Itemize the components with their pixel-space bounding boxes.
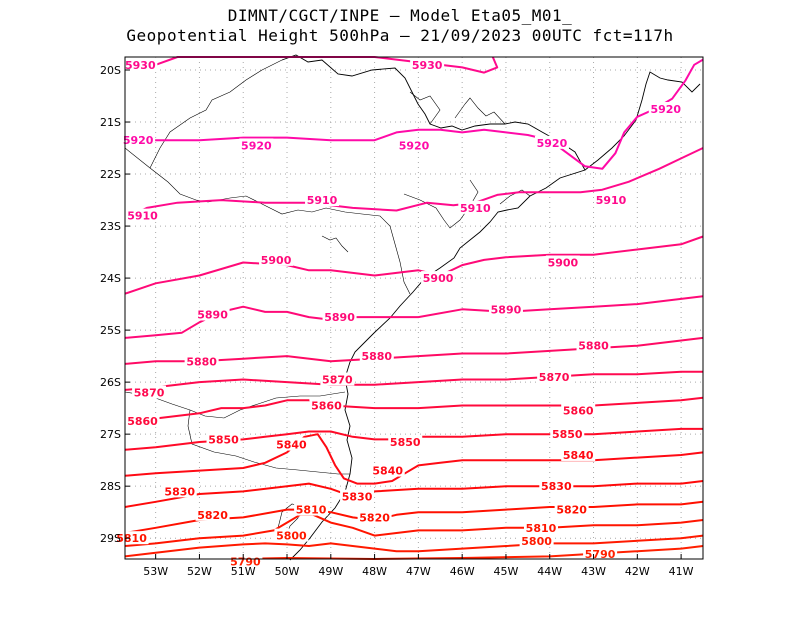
contour-label-5870: 5870 [322,374,353,387]
contour-label-5870: 5870 [539,371,570,384]
contour-label-5810: 5810 [296,504,327,517]
contour-label-5900: 5900 [261,254,292,267]
state-border-5 [410,92,505,124]
lon-tick-label: 47W [406,565,431,578]
contour-label-5840: 5840 [563,449,594,462]
contour-label-5860: 5860 [311,400,342,413]
lat-tick-label: 26S [100,376,121,389]
state-border-1 [125,148,410,294]
contour-label-5890: 5890 [197,309,228,322]
contour-5860 [125,398,703,424]
contour-label-5830: 5830 [342,491,373,504]
contour-label-5820: 5820 [556,504,587,517]
contour-label-5830: 5830 [541,480,572,493]
contour-label-5820: 5820 [359,511,390,524]
contour-label-5880: 5880 [361,350,392,363]
lat-tick-label: 21S [100,116,121,129]
lat-tick-label: 20S [100,64,121,77]
contour-label-5870: 5870 [134,387,165,400]
contour-label-5900: 5900 [548,256,579,269]
lon-tick-label: 41W [669,565,694,578]
lon-tick-label: 50W [275,565,300,578]
lat-tick-label: 28S [100,480,121,493]
contour-5830 [125,481,703,507]
lon-tick-label: 49W [318,565,343,578]
contour-label-5920: 5920 [241,139,272,152]
contour-label-5840: 5840 [276,439,307,452]
lon-tick-label: 52W [187,565,212,578]
contour-label-5840: 5840 [372,465,403,478]
contour-label-5850: 5850 [208,433,239,446]
lon-tick-label: 42W [625,565,650,578]
contour-label-5920: 5920 [399,139,430,152]
contour-label-5910: 5910 [460,202,491,215]
contour-label-5820: 5820 [197,509,228,522]
contour-label-5910: 5910 [127,210,158,223]
contour-label-5800: 5800 [276,530,307,543]
lon-tick-label: 45W [494,565,519,578]
contour-label-5920: 5920 [123,134,154,147]
contour-label-5890: 5890 [491,303,522,316]
lon-tick-label: 53W [143,565,168,578]
contour-5900 [125,237,703,294]
lon-tick-label: 51W [231,565,256,578]
lon-tick-label: 44W [537,565,562,578]
contour-label-5880: 5880 [186,355,217,368]
contour-label-5860: 5860 [127,415,158,428]
contour-label-5930: 5930 [412,59,443,72]
coastline-north [585,72,700,170]
lat-tick-label: 27S [100,428,121,441]
lon-tick-label: 43W [581,565,606,578]
lon-tick-label: 48W [362,565,387,578]
contour-label-5810: 5810 [526,522,557,535]
contour-labels: 5930 5930 5920 5920 5920 5920 5920 5910 5910 5910… [115,58,683,569]
contour-label-5920: 5920 [650,103,681,116]
contour-label-5830: 5830 [164,485,195,498]
contour-label-5800: 5800 [521,535,552,548]
lat-tick-label: 23S [100,220,121,233]
contour-label-5920: 5920 [537,137,568,150]
lat-tick-label: 25S [100,324,121,337]
contour-5870 [125,372,703,390]
contour-label-5880: 5880 [578,340,609,353]
contour-label-5850: 5850 [552,428,583,441]
lat-tick-label: 24S [100,272,121,285]
contour-label-5860: 5860 [563,405,594,418]
contour-label-5890: 5890 [324,311,355,324]
contour-5910 [125,148,703,218]
lat-tick-label: 29S [100,532,121,545]
lat-tick-label: 22S [100,168,121,181]
contour-label-5910: 5910 [596,194,627,207]
contour-label-5910: 5910 [307,194,338,207]
contour-label-5900: 5900 [423,272,454,285]
contour-label-5850: 5850 [390,436,421,449]
lon-tick-label: 46W [450,565,475,578]
lake-itaipu [322,236,348,252]
